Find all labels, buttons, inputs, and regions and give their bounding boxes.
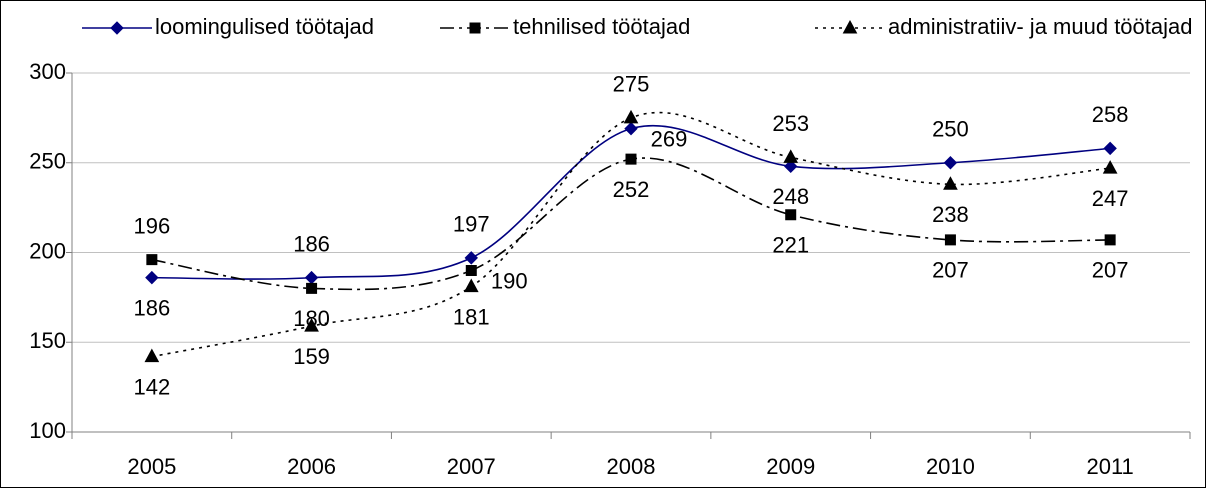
data-label: 247: [1092, 186, 1129, 211]
x-tick-label: 2005: [127, 454, 176, 479]
marker: [784, 159, 798, 174]
data-label: 186: [133, 295, 170, 320]
marker: [145, 270, 159, 285]
data-label: 269: [651, 126, 688, 151]
y-tick-label: 150: [29, 328, 66, 353]
marker: [625, 153, 637, 165]
y-tick-label: 200: [29, 238, 66, 263]
marker: [785, 209, 797, 221]
marker: [623, 109, 639, 124]
x-tick-label: 2006: [287, 454, 336, 479]
data-label: 186: [293, 231, 330, 256]
marker: [1102, 160, 1118, 174]
data-label: 197: [453, 212, 490, 237]
data-label: 207: [932, 258, 969, 283]
data-label: 221: [772, 233, 809, 258]
marker: [943, 176, 958, 190]
marker: [306, 282, 318, 294]
legend-label: administratiiv- ja muud töötajad: [888, 14, 1192, 39]
marker: [465, 264, 477, 276]
data-label: 248: [772, 184, 809, 209]
data-label: 181: [453, 304, 490, 329]
marker: [463, 278, 479, 293]
y-tick-label: 300: [29, 59, 66, 84]
marker: [144, 348, 160, 363]
marker: [110, 21, 124, 35]
x-tick-label: 2011: [1086, 454, 1133, 479]
data-label: 275: [613, 72, 650, 97]
data-label: 258: [1092, 102, 1129, 127]
data-label: 207: [1092, 258, 1129, 283]
y-tick-label: 100: [29, 418, 66, 443]
legend-label: loomingulised töötajad: [155, 14, 374, 39]
marker: [1104, 234, 1116, 246]
x-tick-label: 2008: [607, 454, 656, 479]
data-label: 196: [133, 213, 170, 238]
data-label: 252: [613, 177, 650, 202]
data-label: 190: [491, 268, 528, 293]
x-tick-label: 2010: [926, 454, 975, 479]
data-label: 142: [133, 374, 170, 399]
legend-label: tehnilised töötajad: [513, 14, 690, 39]
y-tick-label: 250: [29, 149, 66, 174]
marker: [469, 22, 481, 34]
marker: [944, 234, 956, 246]
marker: [464, 251, 478, 265]
marker: [624, 121, 638, 136]
marker: [842, 19, 858, 34]
marker: [783, 149, 799, 163]
data-label: 250: [932, 117, 969, 142]
x-tick-label: 2009: [766, 454, 815, 479]
marker: [1103, 141, 1117, 156]
marker: [146, 254, 158, 266]
data-label: 253: [772, 111, 809, 136]
marker: [304, 318, 319, 332]
x-tick-label: 2007: [447, 454, 496, 479]
data-label: 238: [932, 202, 969, 227]
marker: [943, 156, 958, 170]
data-label: 159: [293, 344, 330, 369]
